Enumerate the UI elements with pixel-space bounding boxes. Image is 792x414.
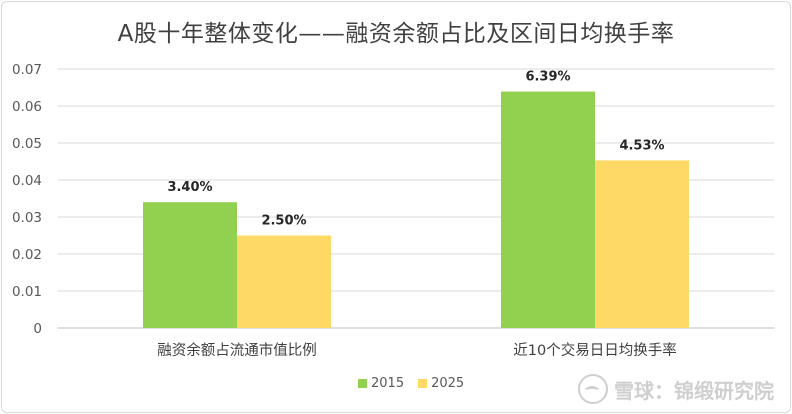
y-tick-label: 0.04	[12, 173, 42, 189]
legend-label-2025: 2025	[431, 376, 465, 391]
bar	[501, 91, 595, 328]
y-tick-label: 0.01	[12, 284, 42, 300]
y-tick-label: 0.03	[12, 210, 42, 226]
y-tick-label: 0.05	[12, 136, 42, 152]
data-label: 4.53%	[619, 138, 664, 153]
legend-item-2025: 2025	[418, 376, 464, 391]
chart-title: A股十年整体变化——融资余额占比及区间日均换手率	[117, 21, 675, 47]
legend-label-2015: 2015	[371, 376, 405, 391]
x-category-label: 融资余额占流通市值比例	[157, 341, 317, 359]
data-label: 2.50%	[261, 214, 306, 229]
bar	[595, 160, 689, 328]
watermark-text: 雪球：锦缎研究院	[614, 378, 774, 403]
snowball-logo-icon	[578, 374, 608, 404]
data-label: 3.40%	[167, 180, 212, 195]
y-tick-label: 0.07	[12, 62, 42, 78]
bar	[143, 202, 237, 328]
y-tick-label: 0.06	[12, 99, 42, 115]
legend-item-2015: 2015	[358, 376, 404, 391]
x-category-label: 近10个交易日日均换手率	[513, 341, 676, 359]
y-tick-label: 0.02	[12, 247, 42, 263]
bar	[237, 235, 331, 328]
watermark: 雪球：锦缎研究院	[578, 374, 774, 404]
legend-swatch-2025	[418, 379, 428, 388]
y-tick-label: 0	[33, 321, 42, 337]
chart-legend: 2015 2025	[358, 376, 464, 391]
legend-swatch-2015	[358, 379, 367, 388]
data-label: 6.39%	[525, 70, 570, 85]
